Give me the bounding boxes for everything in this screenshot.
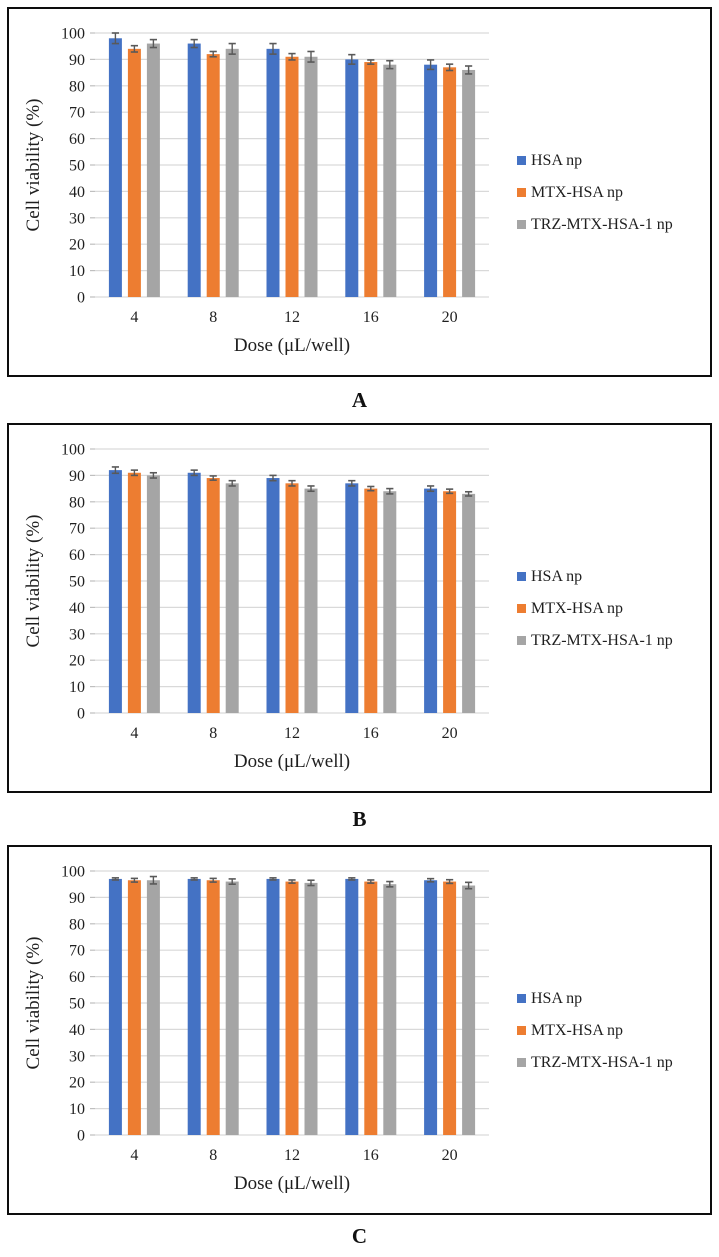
bar-chart-c: 0 10 20 30 40 50 60 70 80 90 100 4 8 12 16 20 Dose (μL/w… [23,864,673,1195]
panel-label-b: B [352,806,367,831]
chart-panel-c: 0 10 20 30 40 50 60 70 80 90 100 4 8 12 16 20 Dose (μL/w… [7,845,712,1215]
svg-text:HSA np: HSA np [531,990,582,1007]
svg-text:4: 4 [130,725,138,742]
svg-text:Cell viability (%): Cell viability (%) [23,937,44,1070]
svg-text:60: 60 [69,547,85,564]
svg-text:12: 12 [284,309,300,326]
bar-chart-b: 0 10 20 30 40 50 60 70 80 90 100 4 8 12 16 20 Dose (μL/w… [23,442,673,773]
svg-text:4: 4 [130,1147,138,1164]
svg-text:12: 12 [284,1147,300,1164]
bar-chart-a: 0 10 20 30 40 50 60 70 80 90 100 4 8 12 16 20 Dose (μL/w… [23,26,673,357]
svg-text:HSA np: HSA np [531,152,582,169]
svg-text:20: 20 [69,653,85,670]
svg-text:90: 90 [69,890,85,907]
svg-text:Cell viability (%): Cell viability (%) [23,99,44,232]
svg-text:Dose (μL/well): Dose (μL/well) [234,1173,350,1194]
svg-text:90: 90 [69,468,85,485]
svg-text:100: 100 [61,442,85,459]
svg-text:8: 8 [209,1147,217,1164]
svg-text:40: 40 [69,184,85,201]
svg-text:80: 80 [69,916,85,933]
svg-text:0: 0 [77,706,85,723]
svg-text:8: 8 [209,309,217,326]
svg-text:20: 20 [69,237,85,254]
svg-text:100: 100 [61,864,85,881]
svg-text:TRZ-MTX-HSA-1 np: TRZ-MTX-HSA-1 np [531,216,673,233]
chart-panel-a: 0 10 20 30 40 50 60 70 80 90 100 4 8 12 16 20 Dose (μL/w… [7,7,712,377]
svg-text:Dose (μL/well): Dose (μL/well) [234,335,350,356]
svg-text:HSA np: HSA np [531,568,582,585]
svg-text:50: 50 [69,574,85,591]
svg-text:20: 20 [69,1075,85,1092]
svg-text:60: 60 [69,969,85,986]
svg-text:TRZ-MTX-HSA-1 np: TRZ-MTX-HSA-1 np [531,1054,673,1071]
svg-text:12: 12 [284,725,300,742]
svg-text:20: 20 [442,725,458,742]
svg-text:16: 16 [363,1147,379,1164]
svg-text:0: 0 [77,290,85,307]
svg-text:TRZ-MTX-HSA-1 np: TRZ-MTX-HSA-1 np [531,632,673,649]
svg-text:10: 10 [69,679,85,696]
svg-text:Dose (μL/well): Dose (μL/well) [234,751,350,772]
svg-text:MTX-HSA np: MTX-HSA np [531,1022,623,1039]
svg-text:0: 0 [77,1128,85,1145]
svg-text:10: 10 [69,1101,85,1118]
svg-text:70: 70 [69,943,85,960]
svg-text:60: 60 [69,131,85,148]
svg-text:16: 16 [363,725,379,742]
svg-text:70: 70 [69,105,85,122]
svg-text:80: 80 [69,78,85,95]
svg-text:10: 10 [69,263,85,280]
svg-text:8: 8 [209,725,217,742]
svg-text:40: 40 [69,1022,85,1039]
svg-text:50: 50 [69,158,85,175]
svg-text:70: 70 [69,521,85,538]
svg-text:90: 90 [69,52,85,69]
svg-text:30: 30 [69,626,85,643]
svg-text:30: 30 [69,1048,85,1065]
chart-panel-b: 0 10 20 30 40 50 60 70 80 90 100 4 8 12 16 20 Dose (μL/w… [7,423,712,793]
svg-text:Cell viability (%): Cell viability (%) [23,515,44,648]
svg-text:30: 30 [69,210,85,227]
svg-text:40: 40 [69,600,85,617]
svg-text:50: 50 [69,996,85,1013]
svg-text:4: 4 [130,309,138,326]
svg-text:20: 20 [442,1147,458,1164]
panel-label-c: C [351,1223,368,1248]
svg-text:MTX-HSA np: MTX-HSA np [531,600,623,617]
svg-text:16: 16 [363,309,379,326]
svg-text:80: 80 [69,494,85,511]
svg-text:MTX-HSA np: MTX-HSA np [531,184,623,201]
svg-text:20: 20 [442,309,458,326]
panel-label-a: A [351,387,368,412]
svg-text:100: 100 [61,26,85,43]
